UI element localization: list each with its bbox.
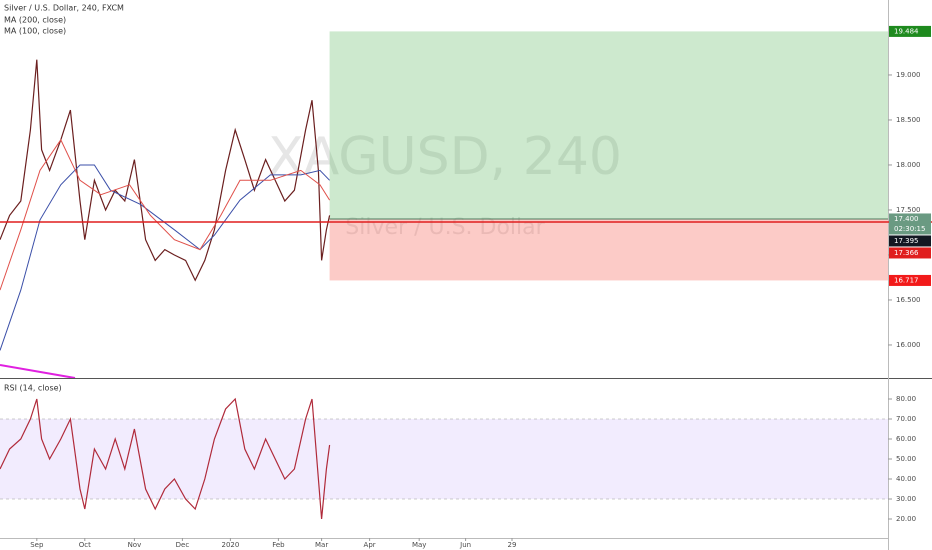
x-tick-label: Dec [176,541,190,549]
price-label: 17.395 [894,237,919,245]
x-tick-label: 2020 [221,541,239,549]
legend-entry: MA (100, close) [4,27,66,36]
price-label: 19.484 [894,27,919,35]
y-tick-label: 16.500 [896,296,921,304]
countdown: 02:30:15 [894,225,925,233]
series-line [0,138,331,291]
x-tick-label: Nov [128,541,142,549]
pane-title: RSI (14, close) [4,384,62,393]
legend-entry: MA (200, close) [4,16,66,25]
price-label-box [889,25,931,37]
x-tick-label: Jun [459,541,471,549]
price-label-box [889,235,931,247]
x-tick-label: Sep [30,541,44,549]
y-tick-label: 80.00 [896,395,916,403]
trend-line [0,364,76,379]
y-tick-label: 18.000 [896,161,921,169]
x-tick-label: Apr [364,541,376,549]
y-tick-label: 70.00 [896,415,916,423]
y-tick-label: 19.000 [896,71,921,79]
y-tick-label: 20.00 [896,515,916,523]
y-tick-label: 50.00 [896,455,916,463]
rsi-band [0,419,888,499]
price-label-box [889,247,931,259]
loss-zone [329,218,889,281]
price-label-box [889,213,931,235]
series-line [0,59,331,282]
y-tick-label: 40.00 [896,475,916,483]
price-label: 16.717 [894,276,919,284]
x-tick-label: Oct [79,541,91,549]
x-tick-label: 29 [508,541,517,549]
price-label-box [889,274,931,286]
price-label: 17.400 [894,215,919,223]
x-tick-label: Feb [272,541,285,549]
y-tick-label: 17.500 [896,206,921,214]
profit-zone [329,31,889,219]
pane-title: Silver / U.S. Dollar, 240, FXCM [4,4,124,13]
y-tick-label: 18.500 [896,116,921,124]
series-line [0,397,331,520]
x-tick-label: Mar [315,541,328,549]
y-tick-label: 16.000 [896,341,921,349]
y-tick-label: 60.00 [896,435,916,443]
y-tick-label: 30.00 [896,495,916,503]
price-label: 17.366 [894,249,919,257]
x-tick-label: May [412,541,426,549]
